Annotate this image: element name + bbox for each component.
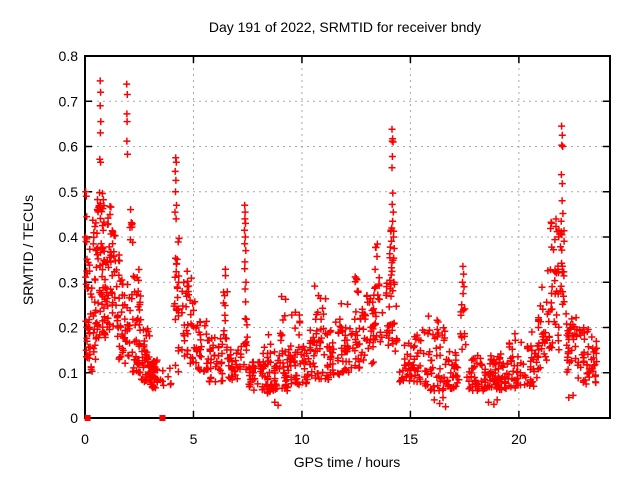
y-tick-label: 0 <box>70 410 78 426</box>
scatter-points <box>81 77 601 411</box>
x-tick-label: 5 <box>190 431 198 447</box>
y-tick-label: 0.2 <box>59 320 79 336</box>
baseline-square-marker <box>159 415 166 421</box>
y-tick-label: 0.1 <box>59 365 79 381</box>
y-tick-label: 0.3 <box>59 274 79 290</box>
x-tick-label: 20 <box>511 431 527 447</box>
baseline-square-marker <box>84 415 91 421</box>
chart-title: Day 191 of 2022, SRMTID for receiver bnd… <box>209 19 481 35</box>
y-tick-label: 0.8 <box>59 48 79 64</box>
y-tick-label: 0.6 <box>59 139 79 155</box>
y-tick-label: 0.5 <box>59 184 79 200</box>
y-tick-label: 0.7 <box>59 93 79 109</box>
x-tick-label: 0 <box>81 431 89 447</box>
grid-lines <box>85 56 610 418</box>
x-tick-label: 15 <box>403 431 419 447</box>
y-tick-label: 0.4 <box>59 229 79 245</box>
x-axis-title: GPS time / hours <box>294 454 401 470</box>
y-axis-title: SRMTID / TECUs <box>20 195 36 305</box>
x-tick-label: 10 <box>294 431 310 447</box>
plot-layers: 0 5 10 15 20 0 0.1 0.2 0.3 0.4 0.5 0.6 0.7 0.8 <box>59 48 611 447</box>
